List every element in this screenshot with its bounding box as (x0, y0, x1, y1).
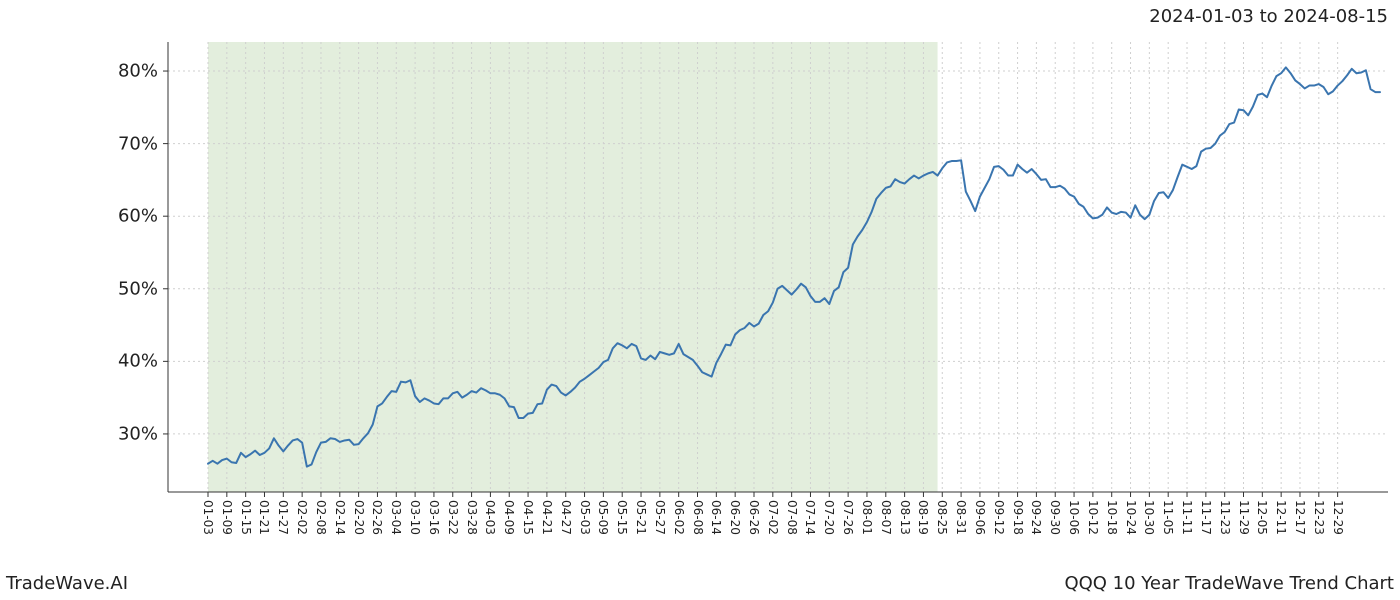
x-tick-label: 06-08 (691, 500, 705, 535)
x-tick-label: 03-04 (389, 500, 403, 535)
x-tick-label: 01-15 (239, 500, 253, 535)
y-tick-label: 50% (112, 278, 158, 299)
trend-chart (168, 42, 1388, 492)
y-tick-label: 40% (112, 351, 158, 372)
x-tick-label: 05-27 (653, 500, 667, 535)
x-tick-label: 06-20 (728, 500, 742, 535)
x-tick-label: 10-24 (1124, 500, 1138, 535)
x-tick-label: 05-09 (596, 500, 610, 535)
x-tick-label: 01-03 (201, 500, 215, 535)
x-tick-label: 02-26 (370, 500, 384, 535)
x-tick-label: 11-05 (1161, 500, 1175, 535)
x-tick-label: 10-18 (1105, 500, 1119, 535)
x-tick-label: 08-07 (879, 500, 893, 535)
x-tick-label: 12-11 (1274, 500, 1288, 535)
x-tick-label: 07-14 (803, 500, 817, 535)
x-tick-label: 09-12 (992, 500, 1006, 535)
x-tick-label: 01-27 (276, 500, 290, 535)
x-tick-label: 08-19 (916, 500, 930, 535)
x-tick-label: 10-30 (1142, 500, 1156, 535)
x-tick-label: 02-08 (314, 500, 328, 535)
x-tick-label: 04-09 (502, 500, 516, 535)
x-tick-label: 08-31 (954, 500, 968, 535)
x-tick-label: 07-26 (841, 500, 855, 535)
y-tick-label: 70% (112, 133, 158, 154)
y-tick-label: 30% (112, 423, 158, 444)
x-tick-label: 04-21 (540, 500, 554, 535)
x-tick-label: 04-03 (483, 500, 497, 535)
x-tick-label: 01-09 (220, 500, 234, 535)
x-tick-label: 05-15 (615, 500, 629, 535)
x-tick-label: 04-15 (521, 500, 535, 535)
x-tick-label: 01-21 (257, 500, 271, 535)
x-tick-label: 04-27 (559, 500, 573, 535)
x-tick-label: 07-02 (766, 500, 780, 535)
x-tick-label: 12-17 (1293, 500, 1307, 535)
x-tick-label: 09-24 (1029, 500, 1043, 535)
x-tick-label: 03-28 (465, 500, 479, 535)
x-tick-label: 05-03 (578, 500, 592, 535)
x-tick-label: 06-26 (747, 500, 761, 535)
x-tick-label: 06-02 (672, 500, 686, 535)
x-tick-label: 10-06 (1067, 500, 1081, 535)
x-tick-label: 12-23 (1312, 500, 1326, 535)
brand-label: TradeWave.AI (6, 573, 128, 594)
x-tick-label: 09-06 (973, 500, 987, 535)
x-tick-label: 11-29 (1237, 500, 1251, 535)
date-range-label: 2024-01-03 to 2024-08-15 (1149, 6, 1388, 27)
highlight-region (208, 42, 938, 492)
x-tick-label: 11-17 (1199, 500, 1213, 535)
x-tick-label: 05-21 (634, 500, 648, 535)
x-tick-label: 08-13 (898, 500, 912, 535)
x-tick-label: 12-05 (1255, 500, 1269, 535)
x-tick-label: 11-11 (1180, 500, 1194, 535)
x-tick-label: 06-14 (709, 500, 723, 535)
x-tick-label: 03-22 (446, 500, 460, 535)
x-tick-label: 03-10 (408, 500, 422, 535)
x-tick-label: 09-30 (1048, 500, 1062, 535)
x-tick-label: 07-20 (822, 500, 836, 535)
x-tick-label: 03-16 (427, 500, 441, 535)
x-tick-label: 10-12 (1086, 500, 1100, 535)
x-tick-label: 07-08 (785, 500, 799, 535)
y-tick-label: 80% (112, 61, 158, 82)
x-tick-label: 08-25 (935, 500, 949, 535)
y-tick-label: 60% (112, 206, 158, 227)
x-tick-label: 09-18 (1011, 500, 1025, 535)
x-tick-label: 08-01 (860, 500, 874, 535)
x-tick-label: 12-29 (1331, 500, 1345, 535)
x-tick-label: 02-02 (295, 500, 309, 535)
chart-title: QQQ 10 Year TradeWave Trend Chart (1064, 573, 1394, 594)
x-tick-label: 02-20 (352, 500, 366, 535)
x-tick-label: 02-14 (333, 500, 347, 535)
x-tick-label: 11-23 (1218, 500, 1232, 535)
